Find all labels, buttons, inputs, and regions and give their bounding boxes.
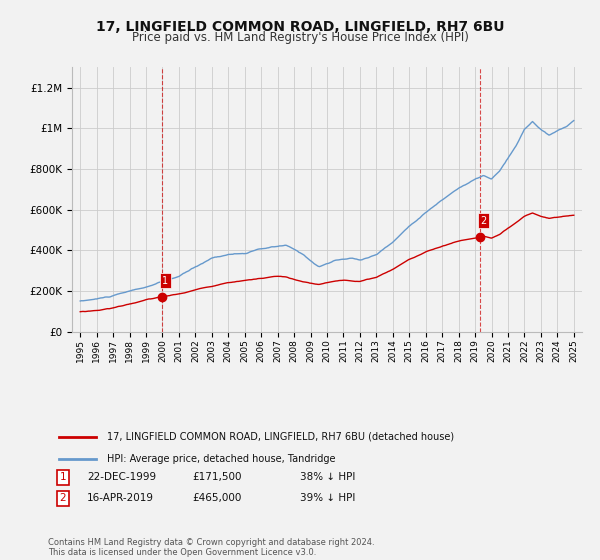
Text: 17, LINGFIELD COMMON ROAD, LINGFIELD, RH7 6BU (detached house): 17, LINGFIELD COMMON ROAD, LINGFIELD, RH… <box>107 432 454 442</box>
Text: 17, LINGFIELD COMMON ROAD, LINGFIELD, RH7 6BU: 17, LINGFIELD COMMON ROAD, LINGFIELD, RH… <box>96 20 504 34</box>
Text: 22-DEC-1999: 22-DEC-1999 <box>87 472 156 482</box>
Text: 39% ↓ HPI: 39% ↓ HPI <box>300 493 355 503</box>
Text: £171,500: £171,500 <box>192 472 241 482</box>
Text: 2: 2 <box>59 493 67 503</box>
Text: 1: 1 <box>59 472 67 482</box>
Text: Price paid vs. HM Land Registry's House Price Index (HPI): Price paid vs. HM Land Registry's House … <box>131 31 469 44</box>
Text: 1: 1 <box>162 276 169 286</box>
Text: £465,000: £465,000 <box>192 493 241 503</box>
Text: 2: 2 <box>480 216 486 226</box>
Text: 38% ↓ HPI: 38% ↓ HPI <box>300 472 355 482</box>
Text: 16-APR-2019: 16-APR-2019 <box>87 493 154 503</box>
Text: HPI: Average price, detached house, Tandridge: HPI: Average price, detached house, Tand… <box>107 454 335 464</box>
Text: Contains HM Land Registry data © Crown copyright and database right 2024.
This d: Contains HM Land Registry data © Crown c… <box>48 538 374 557</box>
